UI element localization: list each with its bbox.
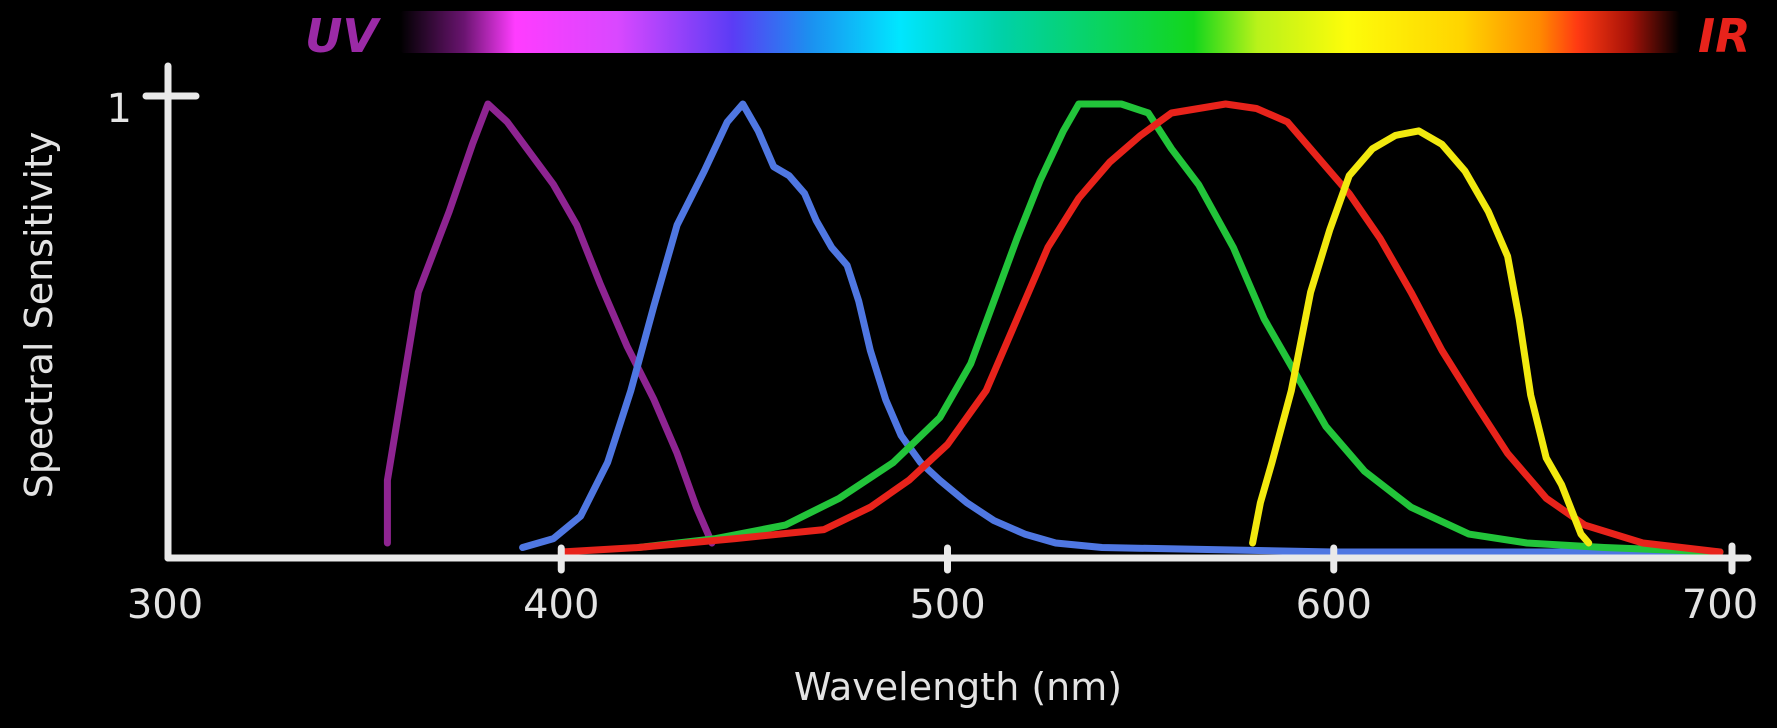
series-line-1 (383, 100, 716, 547)
uv-label: UV (305, 9, 381, 63)
x-tick-label: 500 (909, 582, 985, 628)
y-tick-label: 1 (107, 86, 132, 132)
series-line-2 (519, 100, 1724, 556)
spectrum-bar (400, 11, 1680, 53)
x-tick-label: 700 (1682, 582, 1758, 628)
y-axis-title: Spectral Sensitivity (17, 132, 61, 499)
series-line-4 (557, 100, 1724, 556)
x-axis-title: Wavelength (nm) (794, 665, 1122, 709)
x-tick-labels: 300 400 500 600 700 (127, 582, 1758, 628)
plot-area (383, 100, 1724, 556)
x-tick-label: 400 (523, 582, 599, 628)
ir-label: IR (1698, 9, 1751, 63)
x-ticks (557, 544, 1338, 574)
series-line-5 (1249, 127, 1593, 547)
x-tick-label: 300 (127, 582, 203, 628)
x-tick-label: 600 (1296, 582, 1372, 628)
series-line-3 (635, 100, 1724, 556)
